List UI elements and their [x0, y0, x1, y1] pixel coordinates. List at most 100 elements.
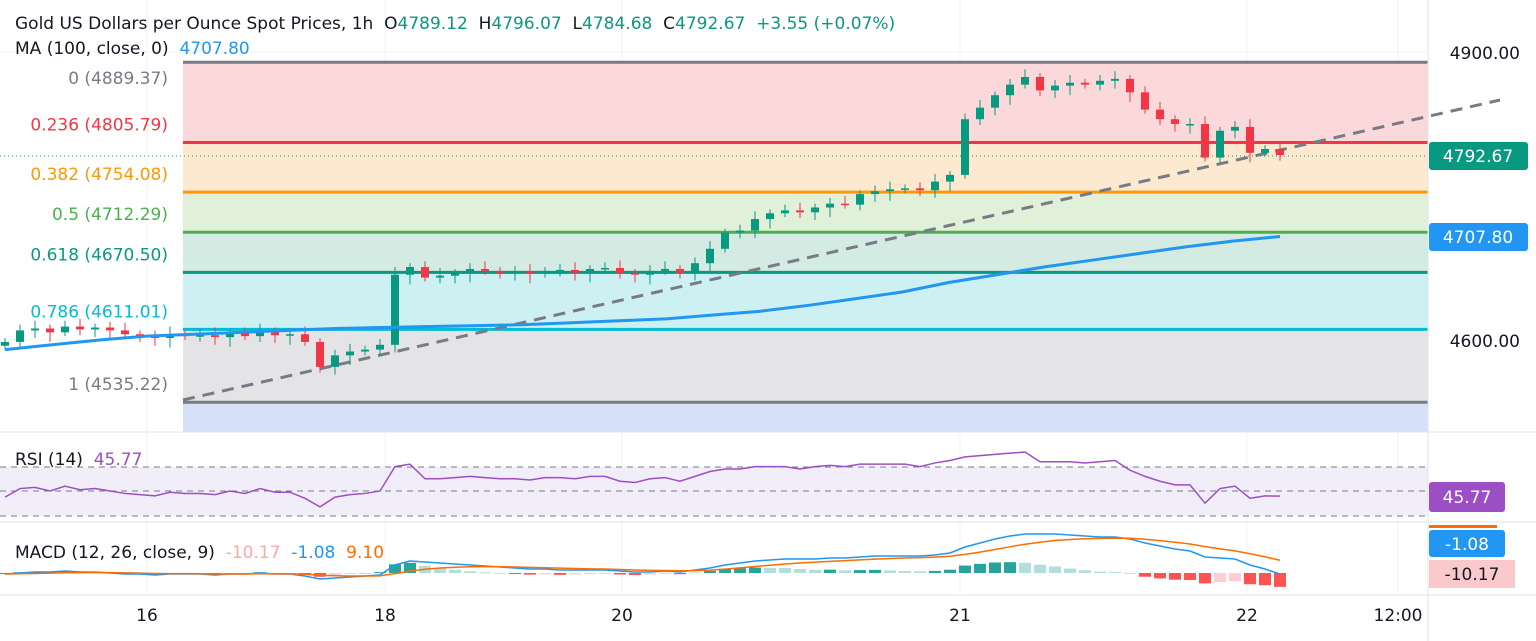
change-value: +3.55 (+0.07%) — [756, 14, 896, 34]
candle[interactable] — [1231, 126, 1239, 131]
macd-bar — [779, 568, 791, 573]
candle[interactable] — [226, 333, 234, 338]
candle[interactable] — [601, 268, 609, 270]
rsi-legend[interactable]: RSI (14) 45.77 — [15, 450, 142, 470]
candle[interactable] — [61, 326, 69, 333]
candle[interactable] — [796, 210, 804, 213]
candle[interactable] — [781, 210, 789, 214]
candle[interactable] — [256, 331, 264, 337]
candle[interactable] — [1246, 126, 1254, 153]
candle[interactable] — [1186, 124, 1194, 126]
candle[interactable] — [571, 269, 579, 273]
candle[interactable] — [301, 334, 309, 342]
ma-value: 4707.80 — [179, 39, 250, 59]
candle[interactable] — [901, 188, 909, 190]
candle[interactable] — [1126, 78, 1134, 93]
candle[interactable] — [406, 267, 414, 275]
candle[interactable] — [1, 341, 9, 346]
candle[interactable] — [346, 351, 354, 356]
macd-bar — [1139, 573, 1151, 577]
candle[interactable] — [1006, 84, 1014, 96]
candle[interactable] — [286, 334, 294, 336]
candle[interactable] — [526, 271, 534, 274]
candle[interactable] — [241, 333, 249, 337]
candle[interactable] — [916, 188, 924, 191]
candle[interactable] — [481, 268, 489, 271]
macd-bar — [1169, 573, 1181, 580]
candle[interactable] — [736, 230, 744, 233]
candle[interactable] — [16, 330, 24, 342]
candle[interactable] — [931, 181, 939, 191]
candle[interactable] — [976, 107, 984, 120]
candle[interactable] — [541, 270, 549, 274]
candle[interactable] — [991, 95, 999, 108]
candle[interactable] — [436, 275, 444, 278]
candle[interactable] — [1261, 148, 1269, 153]
macd-bar — [1049, 566, 1061, 573]
candle[interactable] — [121, 330, 129, 335]
candle[interactable] — [706, 248, 714, 264]
candle[interactable] — [1201, 124, 1209, 158]
candle[interactable] — [721, 232, 729, 249]
candle[interactable] — [1141, 92, 1149, 110]
candle[interactable] — [1051, 85, 1059, 91]
candle[interactable] — [841, 203, 849, 206]
candle[interactable] — [496, 270, 504, 273]
macd-bar — [704, 570, 716, 573]
macd-bar — [854, 570, 866, 573]
macd-legend[interactable]: MACD (12, 26, close, 9) -10.17 -1.08 9.1… — [15, 543, 384, 563]
candle[interactable] — [1171, 119, 1179, 124]
macd-bar — [1079, 570, 1091, 573]
candle[interactable] — [646, 270, 654, 275]
candle[interactable] — [1036, 76, 1044, 91]
candle[interactable] — [46, 328, 54, 333]
candle[interactable] — [106, 327, 114, 331]
candle[interactable] — [376, 344, 384, 350]
candle[interactable] — [1021, 76, 1029, 85]
candle[interactable] — [946, 174, 954, 182]
candle[interactable] — [586, 268, 594, 273]
candle[interactable] — [886, 189, 894, 192]
candle[interactable] — [961, 119, 969, 175]
candle[interactable] — [811, 207, 819, 213]
candle[interactable] — [871, 191, 879, 195]
candle[interactable] — [451, 272, 459, 276]
candle[interactable] — [391, 274, 399, 345]
candle[interactable] — [1081, 82, 1089, 85]
candle[interactable] — [1216, 130, 1224, 158]
candle[interactable] — [331, 355, 339, 367]
candle[interactable] — [766, 213, 774, 220]
candle[interactable] — [466, 268, 474, 273]
candle[interactable] — [211, 335, 219, 338]
candle[interactable] — [1111, 78, 1119, 81]
candle[interactable] — [751, 219, 759, 231]
candle[interactable] — [511, 271, 519, 274]
candle[interactable] — [691, 263, 699, 273]
hist-badge — [1429, 560, 1515, 588]
candle[interactable] — [1066, 82, 1074, 86]
candle[interactable] — [676, 268, 684, 273]
candle[interactable] — [316, 341, 324, 367]
candle[interactable] — [361, 349, 369, 352]
candle[interactable] — [661, 268, 669, 271]
candle[interactable] — [616, 268, 624, 273]
candle[interactable] — [856, 194, 864, 205]
candle[interactable] — [1096, 80, 1104, 85]
candle[interactable] — [271, 331, 279, 336]
candle[interactable] — [826, 203, 834, 208]
symbol-title[interactable]: Gold US Dollars per Ounce Spot Prices, 1… — [15, 14, 374, 34]
ma-legend[interactable]: MA (100, close, 0) 4707.80 — [15, 39, 250, 59]
candle[interactable] — [196, 335, 204, 337]
candle[interactable] — [421, 267, 429, 278]
candle[interactable] — [1276, 148, 1284, 156]
open-value: 4789.12 — [397, 14, 468, 34]
candle[interactable] — [91, 327, 99, 330]
candle[interactable] — [1156, 109, 1164, 120]
price-tick: 4900.00 — [1450, 44, 1520, 64]
candle[interactable] — [31, 328, 39, 331]
candle[interactable] — [556, 269, 564, 272]
candle[interactable] — [76, 326, 84, 330]
ma-label: MA (100, close, 0) — [15, 39, 169, 59]
candle[interactable] — [631, 272, 639, 275]
